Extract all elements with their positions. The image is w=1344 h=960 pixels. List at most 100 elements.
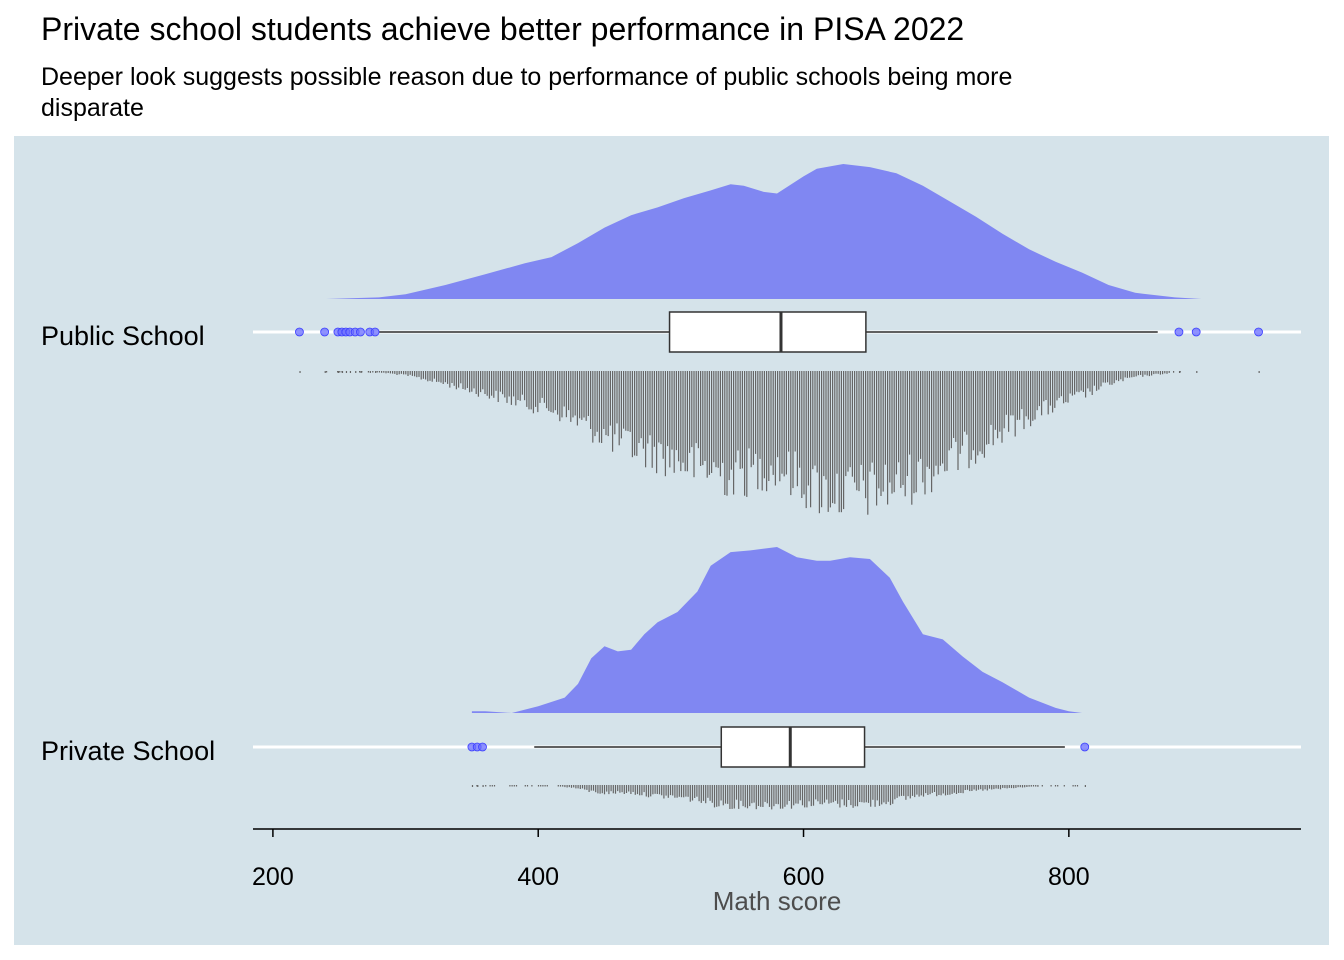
data-dot <box>1084 785 1086 787</box>
data-dot <box>981 371 983 454</box>
data-dot <box>810 371 812 508</box>
data-dot <box>964 371 966 432</box>
data-dot <box>1013 785 1015 789</box>
data-dot <box>764 785 766 802</box>
data-dot <box>840 371 842 513</box>
data-dot <box>773 785 775 807</box>
data-dot <box>1140 371 1142 375</box>
data-dot <box>966 785 969 790</box>
data-dot <box>592 785 595 791</box>
data-dot <box>1162 371 1164 375</box>
data-dot <box>609 371 611 426</box>
data-dot <box>576 371 578 426</box>
data-dot <box>1015 785 1017 788</box>
data-dot <box>1021 785 1024 788</box>
data-dot <box>614 785 617 794</box>
data-dot <box>867 371 869 515</box>
data-dot <box>762 785 764 807</box>
series-public-school: Public School <box>41 164 1301 515</box>
data-dot <box>537 785 540 787</box>
data-dot <box>669 785 672 796</box>
data-dot <box>741 371 743 469</box>
data-dot <box>339 371 341 373</box>
data-dot <box>1082 371 1084 392</box>
data-dot <box>639 785 641 796</box>
data-dot <box>630 785 632 794</box>
data-dot <box>495 371 497 391</box>
data-dot <box>464 371 466 390</box>
data-dot <box>612 371 614 452</box>
data-dot <box>349 371 352 373</box>
data-dot <box>612 785 614 794</box>
data-dot <box>834 785 837 801</box>
data-dot <box>378 371 380 373</box>
data-dot <box>829 371 831 508</box>
data-dot <box>687 785 689 797</box>
data-dot <box>942 371 944 464</box>
data-dot <box>1005 371 1007 415</box>
data-dot <box>760 785 762 807</box>
data-dot <box>444 371 446 383</box>
data-dot <box>837 785 839 804</box>
data-dot <box>608 785 610 795</box>
data-dot <box>1037 785 1039 787</box>
data-dot <box>493 785 496 787</box>
data-dot <box>499 371 501 392</box>
data-dot <box>689 371 691 453</box>
data-dot <box>526 371 528 407</box>
x-tick-label: 200 <box>252 863 294 891</box>
data-dot <box>1019 785 1021 788</box>
data-dot <box>524 785 526 787</box>
data-dot <box>768 371 770 481</box>
data-dot <box>568 371 570 411</box>
data-dot <box>508 371 510 397</box>
data-dot <box>583 371 585 418</box>
data-dot <box>400 371 402 374</box>
data-dot <box>691 371 693 448</box>
data-dot <box>469 371 471 393</box>
data-dot <box>988 785 991 789</box>
data-dot <box>984 785 986 790</box>
data-dot <box>563 371 565 407</box>
data-dot <box>568 785 570 788</box>
data-dot <box>892 785 894 804</box>
data-dot <box>920 371 922 459</box>
data-dot <box>645 785 647 797</box>
data-dot <box>992 371 994 446</box>
data-dot <box>471 785 474 787</box>
data-dot <box>815 785 817 800</box>
data-dot <box>597 785 599 794</box>
data-dot <box>708 371 710 475</box>
data-dot <box>942 785 944 794</box>
data-dot <box>1102 371 1104 383</box>
data-dot <box>414 371 416 377</box>
data-dot <box>707 785 709 798</box>
data-dot <box>999 785 1002 790</box>
data-dot <box>905 785 907 800</box>
data-dot <box>1100 371 1102 387</box>
data-dot <box>979 371 981 452</box>
data-dot <box>854 785 856 807</box>
data-dot <box>931 785 933 793</box>
data-dot <box>907 785 909 797</box>
data-dot <box>1142 371 1144 377</box>
data-dot <box>502 371 504 395</box>
data-dot <box>617 785 619 792</box>
data-dot <box>458 371 460 388</box>
data-dot <box>453 371 455 386</box>
data-dot <box>845 785 848 807</box>
data-dot <box>730 371 732 470</box>
data-dot <box>375 371 377 373</box>
data-dot <box>1109 371 1111 385</box>
data-dot <box>1063 371 1065 404</box>
data-dot <box>980 785 982 790</box>
data-dot <box>537 371 539 413</box>
data-dot <box>784 785 786 807</box>
data-dot <box>1118 371 1120 382</box>
data-dot <box>1057 785 1059 787</box>
data-dot <box>777 785 779 805</box>
data-dot <box>845 371 847 477</box>
data-dot <box>484 371 486 394</box>
data-dot <box>924 371 926 495</box>
data-dot <box>709 785 711 801</box>
